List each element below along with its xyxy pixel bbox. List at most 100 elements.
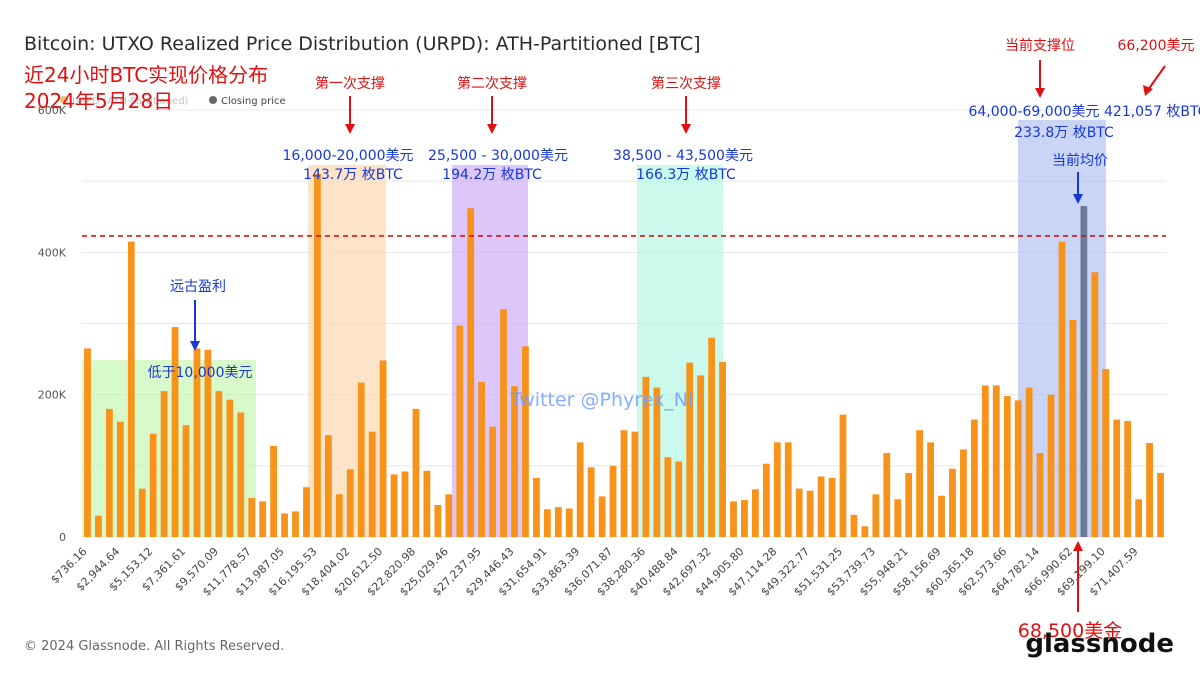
support3-label: 第三次支撑 <box>651 75 721 92</box>
legend-series-label: URPD (ATH-Partitioned) <box>72 96 189 107</box>
bar <box>259 501 267 537</box>
bar <box>1157 472 1164 537</box>
zone1-range: 16,000-20,000美元 <box>282 148 413 164</box>
y-tick-label: 600K <box>38 104 67 117</box>
bar <box>806 490 814 537</box>
bar <box>697 375 705 537</box>
bar <box>554 507 562 537</box>
bar <box>1069 319 1077 537</box>
bar <box>489 426 496 537</box>
copyright-text: © 2024 Glassnode. All Rights Reserved. <box>24 639 284 654</box>
bar <box>346 469 354 537</box>
bar <box>215 391 223 537</box>
bar <box>237 412 245 537</box>
glassnode-logo: glassnode <box>1025 629 1174 659</box>
bar <box>1124 421 1132 537</box>
bar <box>653 387 661 537</box>
bar <box>576 442 584 537</box>
bar <box>981 385 989 537</box>
bar <box>324 435 332 537</box>
bar <box>708 337 715 537</box>
bar <box>598 496 606 537</box>
bar <box>970 419 978 537</box>
bar <box>872 494 880 537</box>
bars <box>84 174 1164 538</box>
bar <box>1146 443 1153 537</box>
bar <box>762 463 770 537</box>
bar <box>1003 396 1011 537</box>
bar <box>686 362 694 537</box>
bar <box>894 499 902 537</box>
bar <box>861 526 869 537</box>
bar <box>171 327 179 537</box>
ancient-profit-arrowhead <box>190 341 200 351</box>
bar <box>357 382 365 537</box>
bar <box>543 509 551 537</box>
subtitle-line2: 2024年5月28日 <box>24 89 173 113</box>
bar <box>620 430 628 537</box>
bar <box>511 386 518 537</box>
bar <box>1047 394 1055 537</box>
subtitle-line1: 近24小时BTC实现价格分布 <box>24 63 268 87</box>
bar <box>949 468 956 537</box>
bar <box>105 408 113 537</box>
bar <box>850 514 858 537</box>
bar <box>270 445 278 537</box>
support1-label: 第一次支撑 <box>315 75 385 92</box>
bar <box>390 474 398 537</box>
bar <box>784 442 792 537</box>
ancient-profit-label: 远古盈利 <box>170 279 226 295</box>
zone2-range: 25,500 - 30,000美元 <box>428 148 568 164</box>
bar <box>1091 272 1099 537</box>
legend-series-dot <box>60 96 68 104</box>
bar <box>828 477 836 537</box>
bar <box>335 494 343 537</box>
bar <box>412 408 420 537</box>
y-tick-label: 400K <box>38 246 67 259</box>
zone3-amount: 166.3万 枚BTC <box>636 167 736 183</box>
bar <box>1014 400 1022 537</box>
bar <box>664 457 672 537</box>
bar <box>1113 419 1121 537</box>
zone2-amount: 194.2万 枚BTC <box>442 167 542 183</box>
bar <box>401 471 409 537</box>
right-price-arrow <box>1147 65 1166 91</box>
right-price-arrowhead <box>1143 85 1153 96</box>
bar <box>1102 369 1110 537</box>
bar <box>1135 499 1143 537</box>
bar <box>587 467 595 537</box>
bar <box>434 504 442 537</box>
support3-arrowhead <box>681 124 691 134</box>
bar <box>281 513 288 537</box>
bar <box>379 360 387 537</box>
bar <box>456 325 464 537</box>
bar-current-price <box>1080 206 1088 537</box>
bar <box>938 495 945 537</box>
right-price-label: 66,200美元 <box>1118 38 1195 54</box>
current-range: 64,000-69,000美元 <box>968 104 1099 120</box>
bar <box>445 494 453 537</box>
bar <box>730 501 737 537</box>
bar <box>138 488 146 537</box>
zone3-range: 38,500 - 43,500美元 <box>613 148 753 164</box>
bar <box>160 391 168 537</box>
bar <box>817 476 825 537</box>
twitter-watermark: Twitter @Phyrex_Ni <box>510 389 693 411</box>
bar <box>675 461 683 537</box>
bar <box>916 430 924 537</box>
bar <box>423 470 431 537</box>
bar <box>839 414 847 537</box>
bar <box>533 477 540 537</box>
bar <box>631 431 639 537</box>
bar <box>500 309 507 537</box>
bar <box>1036 453 1044 537</box>
legend-closing-label: Closing price <box>221 96 286 107</box>
right-amount: 421,057 枚BTC <box>1104 104 1200 120</box>
price-68500-label: 68,500美金 <box>1018 620 1122 642</box>
bar <box>522 346 529 537</box>
bar <box>719 361 726 537</box>
grid-lines <box>82 109 1166 538</box>
bar <box>116 421 124 537</box>
y-tick-label: 0 <box>59 531 66 544</box>
chart-title: Bitcoin: UTXO Realized Price Distributio… <box>24 33 701 55</box>
